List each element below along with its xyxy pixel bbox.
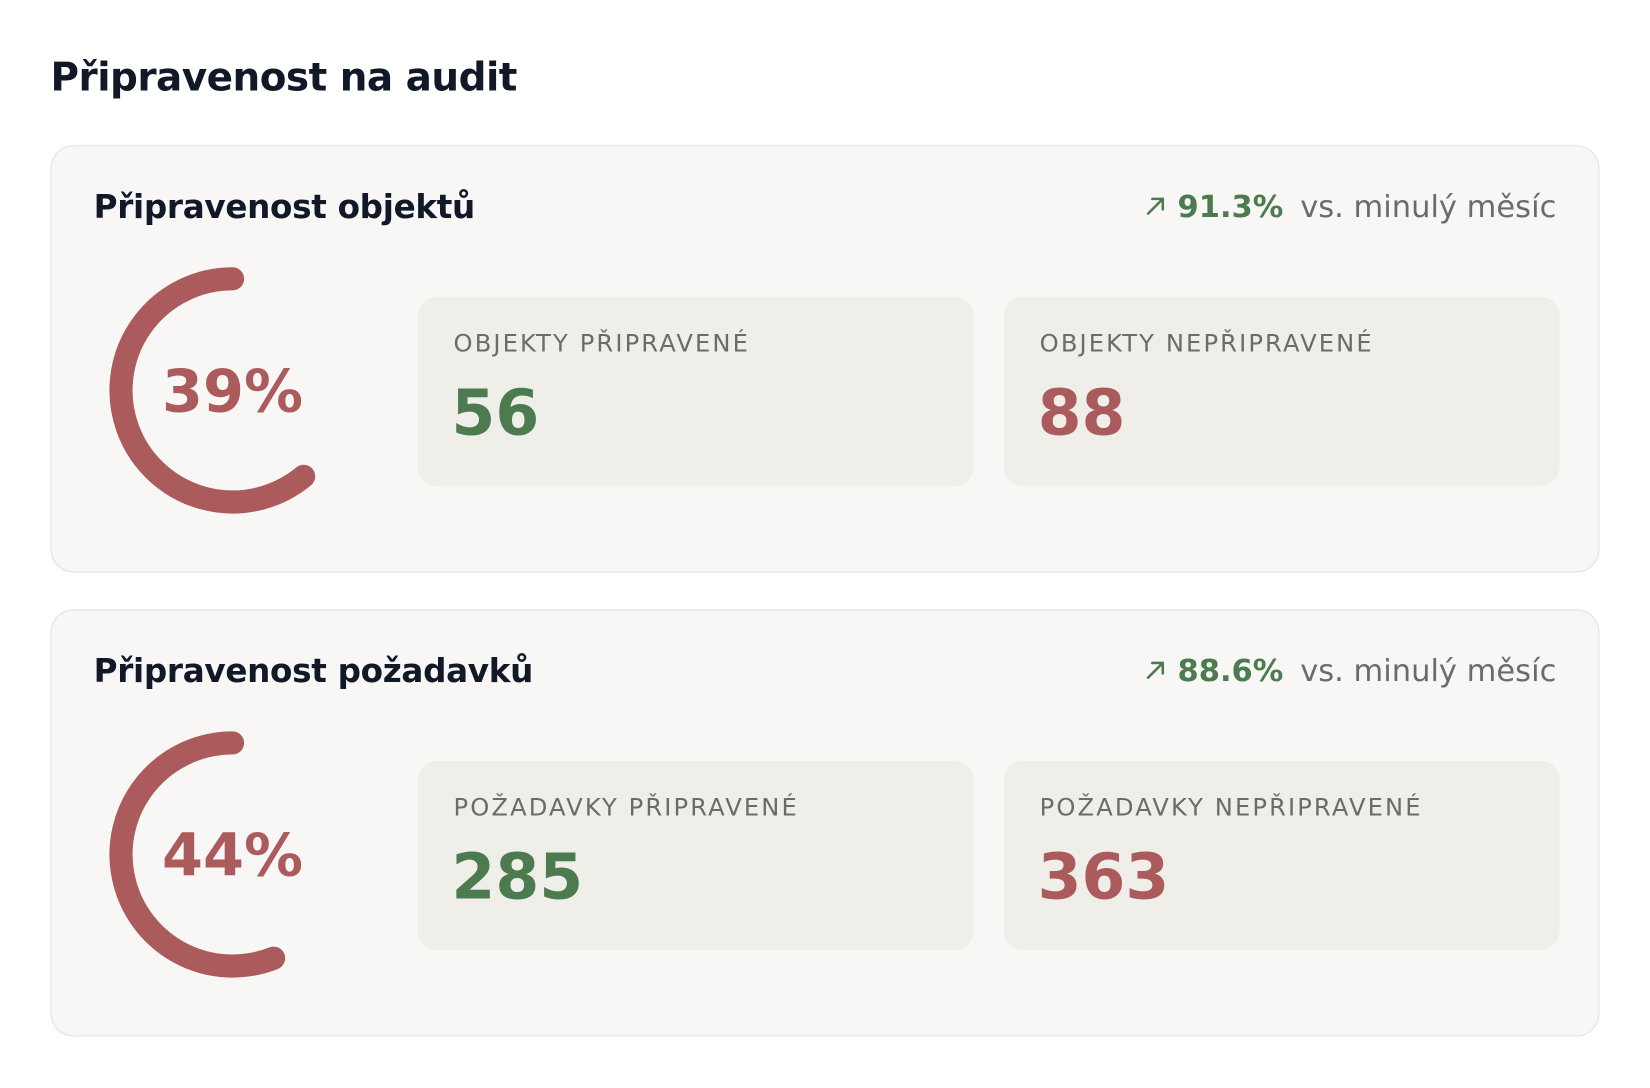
card-title: Připravenost požadavků bbox=[93, 652, 534, 691]
stat-value: 88 bbox=[1037, 376, 1126, 451]
gauge-label: 39% bbox=[162, 356, 303, 425]
stat-value: 285 bbox=[451, 840, 584, 915]
gauge-arc bbox=[109, 267, 316, 514]
stat-box: OBJEKTY NEPŘIPRAVENÉ 88 bbox=[1003, 296, 1560, 487]
stat-box: OBJEKTY PŘIPRAVENÉ 56 bbox=[417, 296, 974, 487]
card-title: Připravenost objektů bbox=[93, 188, 476, 227]
stat-label: OBJEKTY PŘIPRAVENÉ bbox=[453, 330, 751, 358]
trend-arrow-icon bbox=[1146, 197, 1165, 215]
stat-value: 363 bbox=[1037, 840, 1170, 915]
change: 91.3% vs. minulý měsíc bbox=[1144, 188, 1557, 225]
card: Připravenost požadavků 88.6% vs. minulý mě… bbox=[50, 609, 1600, 1037]
stat-label: POŽADAVKY PŘIPRAVENÉ bbox=[453, 794, 799, 822]
change-label: vs. minulý měsíc bbox=[1300, 188, 1557, 225]
gauge: 44% bbox=[109, 731, 303, 978]
stat-value: 56 bbox=[451, 376, 540, 451]
trend-arrow-icon bbox=[1146, 661, 1165, 679]
change-value: 88.6% bbox=[1177, 652, 1284, 689]
stat-box: POŽADAVKY PŘIPRAVENÉ 285 bbox=[417, 760, 974, 951]
page-title: Připravenost na audit bbox=[50, 54, 518, 100]
arrow-path bbox=[1146, 197, 1165, 215]
change-label: vs. minulý měsíc bbox=[1300, 652, 1557, 689]
card: Připravenost objektů 91.3% vs. minulý měsí… bbox=[50, 145, 1600, 573]
gauge-label: 44% bbox=[162, 821, 303, 890]
stat-box: POŽADAVKY NEPŘIPRAVENÉ 363 bbox=[1003, 760, 1560, 951]
arrow-path bbox=[1146, 661, 1165, 679]
gauge-arc bbox=[109, 731, 286, 978]
stat-label: POŽADAVKY NEPŘIPRAVENÉ bbox=[1039, 794, 1423, 822]
gauge: 39% bbox=[109, 267, 316, 514]
change-value: 91.3% bbox=[1177, 188, 1284, 225]
stat-label: OBJEKTY NEPŘIPRAVENÉ bbox=[1039, 330, 1374, 358]
change: 88.6% vs. minulý měsíc bbox=[1144, 652, 1557, 689]
